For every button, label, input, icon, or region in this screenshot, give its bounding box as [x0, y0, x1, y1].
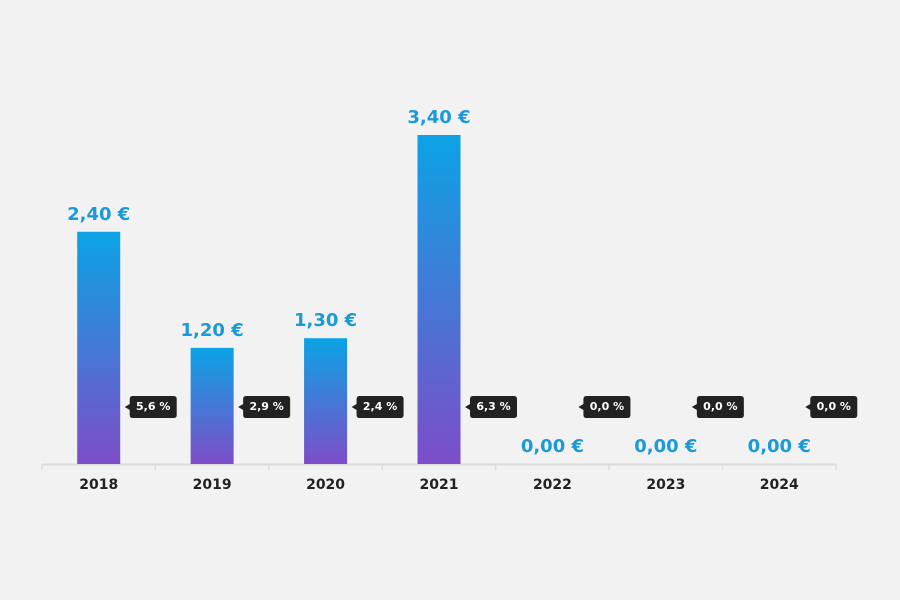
- yield-badge: [805, 396, 858, 418]
- x-tick-label: 2023: [646, 477, 685, 493]
- bar: [77, 231, 121, 464]
- value-label: 0,00 €: [748, 436, 811, 457]
- x-tick-label: 2020: [306, 477, 345, 493]
- yield-label: 5,6 %: [136, 400, 170, 413]
- yield-label: 2,4 %: [363, 400, 397, 413]
- x-tick-label: 2018: [79, 477, 118, 493]
- x-tick-label: 2022: [533, 477, 572, 493]
- value-label: 2,40 €: [67, 204, 130, 225]
- yield-badge: [578, 396, 631, 418]
- value-label: 3,40 €: [407, 107, 470, 128]
- bar: [417, 135, 461, 464]
- x-tick-label: 2021: [420, 477, 459, 493]
- yield-badge: [465, 396, 517, 418]
- yield-label: 0,0 %: [817, 400, 851, 413]
- x-tick-label: 2019: [193, 477, 232, 493]
- value-label: 0,00 €: [521, 436, 584, 457]
- x-tick-label: 2024: [760, 477, 799, 493]
- yield-label: 0,0 %: [590, 400, 624, 413]
- yield-badge: [124, 396, 177, 418]
- yield-badge: [691, 396, 744, 418]
- value-label: 1,20 €: [181, 320, 244, 341]
- bar: [304, 338, 348, 464]
- yield-label: 2,9 %: [249, 400, 283, 413]
- yield-badge: [238, 396, 291, 418]
- yield-label: 6,3 %: [476, 400, 510, 413]
- bar: [190, 347, 234, 464]
- yield-label: 0,0 %: [703, 400, 737, 413]
- value-label: 0,00 €: [634, 436, 697, 457]
- yield-badge: [351, 396, 404, 418]
- value-label: 1,30 €: [294, 310, 357, 331]
